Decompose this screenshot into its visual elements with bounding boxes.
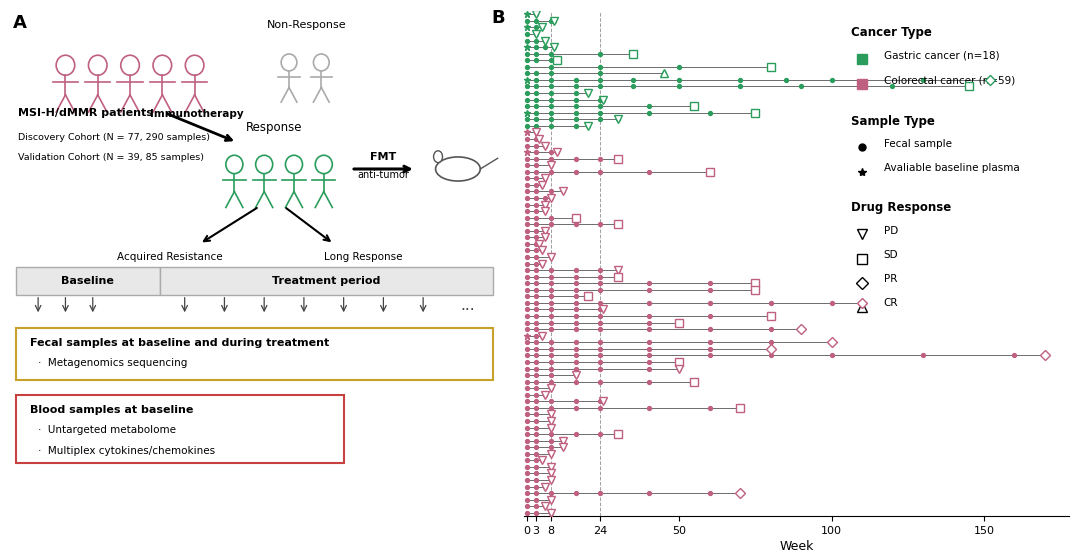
FancyBboxPatch shape [160,267,492,295]
Text: B: B [491,8,504,26]
Text: Long Response: Long Response [324,252,403,262]
Text: Non-Response: Non-Response [267,20,347,30]
Text: PR: PR [883,274,897,284]
Text: FMT: FMT [370,152,396,162]
Text: Treatment period: Treatment period [272,276,380,286]
Ellipse shape [435,157,481,181]
Text: ·  Untargeted metabolome: · Untargeted metabolome [38,425,176,435]
Text: Immunotherapy: Immunotherapy [150,109,244,119]
Text: MSI-H/dMMR patients: MSI-H/dMMR patients [18,109,153,119]
FancyBboxPatch shape [16,267,160,295]
Text: Colorectal cancer (n=59): Colorectal cancer (n=59) [883,76,1015,86]
Text: Response: Response [246,121,302,134]
Text: A: A [13,14,27,31]
Text: Acquired Resistance: Acquired Resistance [117,252,222,262]
Text: Avaliable baseline plasma: Avaliable baseline plasma [883,163,1020,173]
Text: Cancer Type: Cancer Type [851,26,932,39]
Text: Gastric cancer (n=18): Gastric cancer (n=18) [883,50,999,61]
Text: Fecal samples at baseline and during treatment: Fecal samples at baseline and during tre… [29,338,329,348]
Text: Fecal sample: Fecal sample [883,139,951,149]
Ellipse shape [433,151,443,163]
Text: ...: ... [460,298,475,313]
Text: Drug Response: Drug Response [851,201,951,214]
Text: Sample Type: Sample Type [851,115,935,128]
Text: PD: PD [883,226,897,236]
Text: ·  Multiplex cytokines/chemokines: · Multiplex cytokines/chemokines [38,446,215,456]
FancyBboxPatch shape [16,328,492,380]
X-axis label: Week: Week [780,540,813,552]
Text: CR: CR [883,299,899,309]
Text: Baseline: Baseline [62,276,114,286]
Text: ·  Metagenomics sequencing: · Metagenomics sequencing [38,358,188,368]
Text: Validation Cohort (N = 39, 85 samples): Validation Cohort (N = 39, 85 samples) [18,153,204,162]
FancyBboxPatch shape [16,395,343,464]
Text: anti-tumor: anti-tumor [357,170,409,180]
Text: Blood samples at baseline: Blood samples at baseline [29,405,193,415]
Text: SD: SD [883,250,899,260]
Text: Discovery Cohort (N = 77, 290 samples): Discovery Cohort (N = 77, 290 samples) [18,133,211,142]
